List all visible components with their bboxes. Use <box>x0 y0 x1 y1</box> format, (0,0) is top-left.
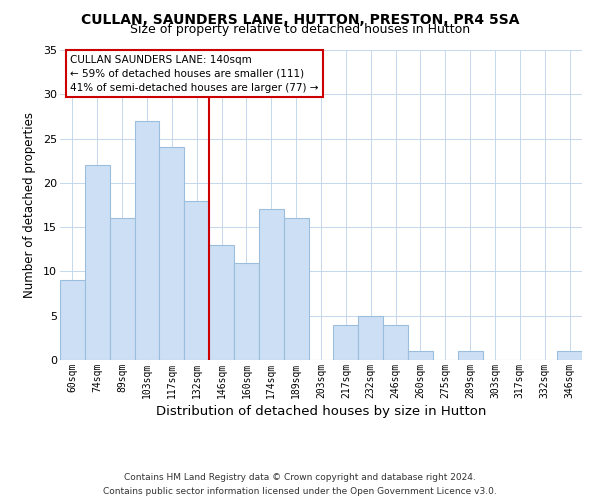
Bar <box>458 351 482 360</box>
Bar <box>259 210 284 360</box>
Text: Size of property relative to detached houses in Hutton: Size of property relative to detached ho… <box>130 22 470 36</box>
Y-axis label: Number of detached properties: Number of detached properties <box>23 112 36 298</box>
Bar <box>160 148 184 360</box>
Bar <box>134 121 160 360</box>
Bar <box>408 351 433 360</box>
Text: CULLAN SAUNDERS LANE: 140sqm
← 59% of detached houses are smaller (111)
41% of s: CULLAN SAUNDERS LANE: 140sqm ← 59% of de… <box>70 54 319 92</box>
Bar <box>383 324 408 360</box>
Bar <box>60 280 85 360</box>
Bar <box>234 262 259 360</box>
Bar <box>284 218 308 360</box>
X-axis label: Distribution of detached houses by size in Hutton: Distribution of detached houses by size … <box>156 405 486 418</box>
Bar <box>358 316 383 360</box>
Bar <box>334 324 358 360</box>
Bar <box>85 165 110 360</box>
Bar <box>557 351 582 360</box>
Bar <box>184 200 209 360</box>
Text: Contains HM Land Registry data © Crown copyright and database right 2024.
Contai: Contains HM Land Registry data © Crown c… <box>103 474 497 496</box>
Bar <box>209 245 234 360</box>
Text: CULLAN, SAUNDERS LANE, HUTTON, PRESTON, PR4 5SA: CULLAN, SAUNDERS LANE, HUTTON, PRESTON, … <box>81 12 519 26</box>
Bar <box>110 218 134 360</box>
